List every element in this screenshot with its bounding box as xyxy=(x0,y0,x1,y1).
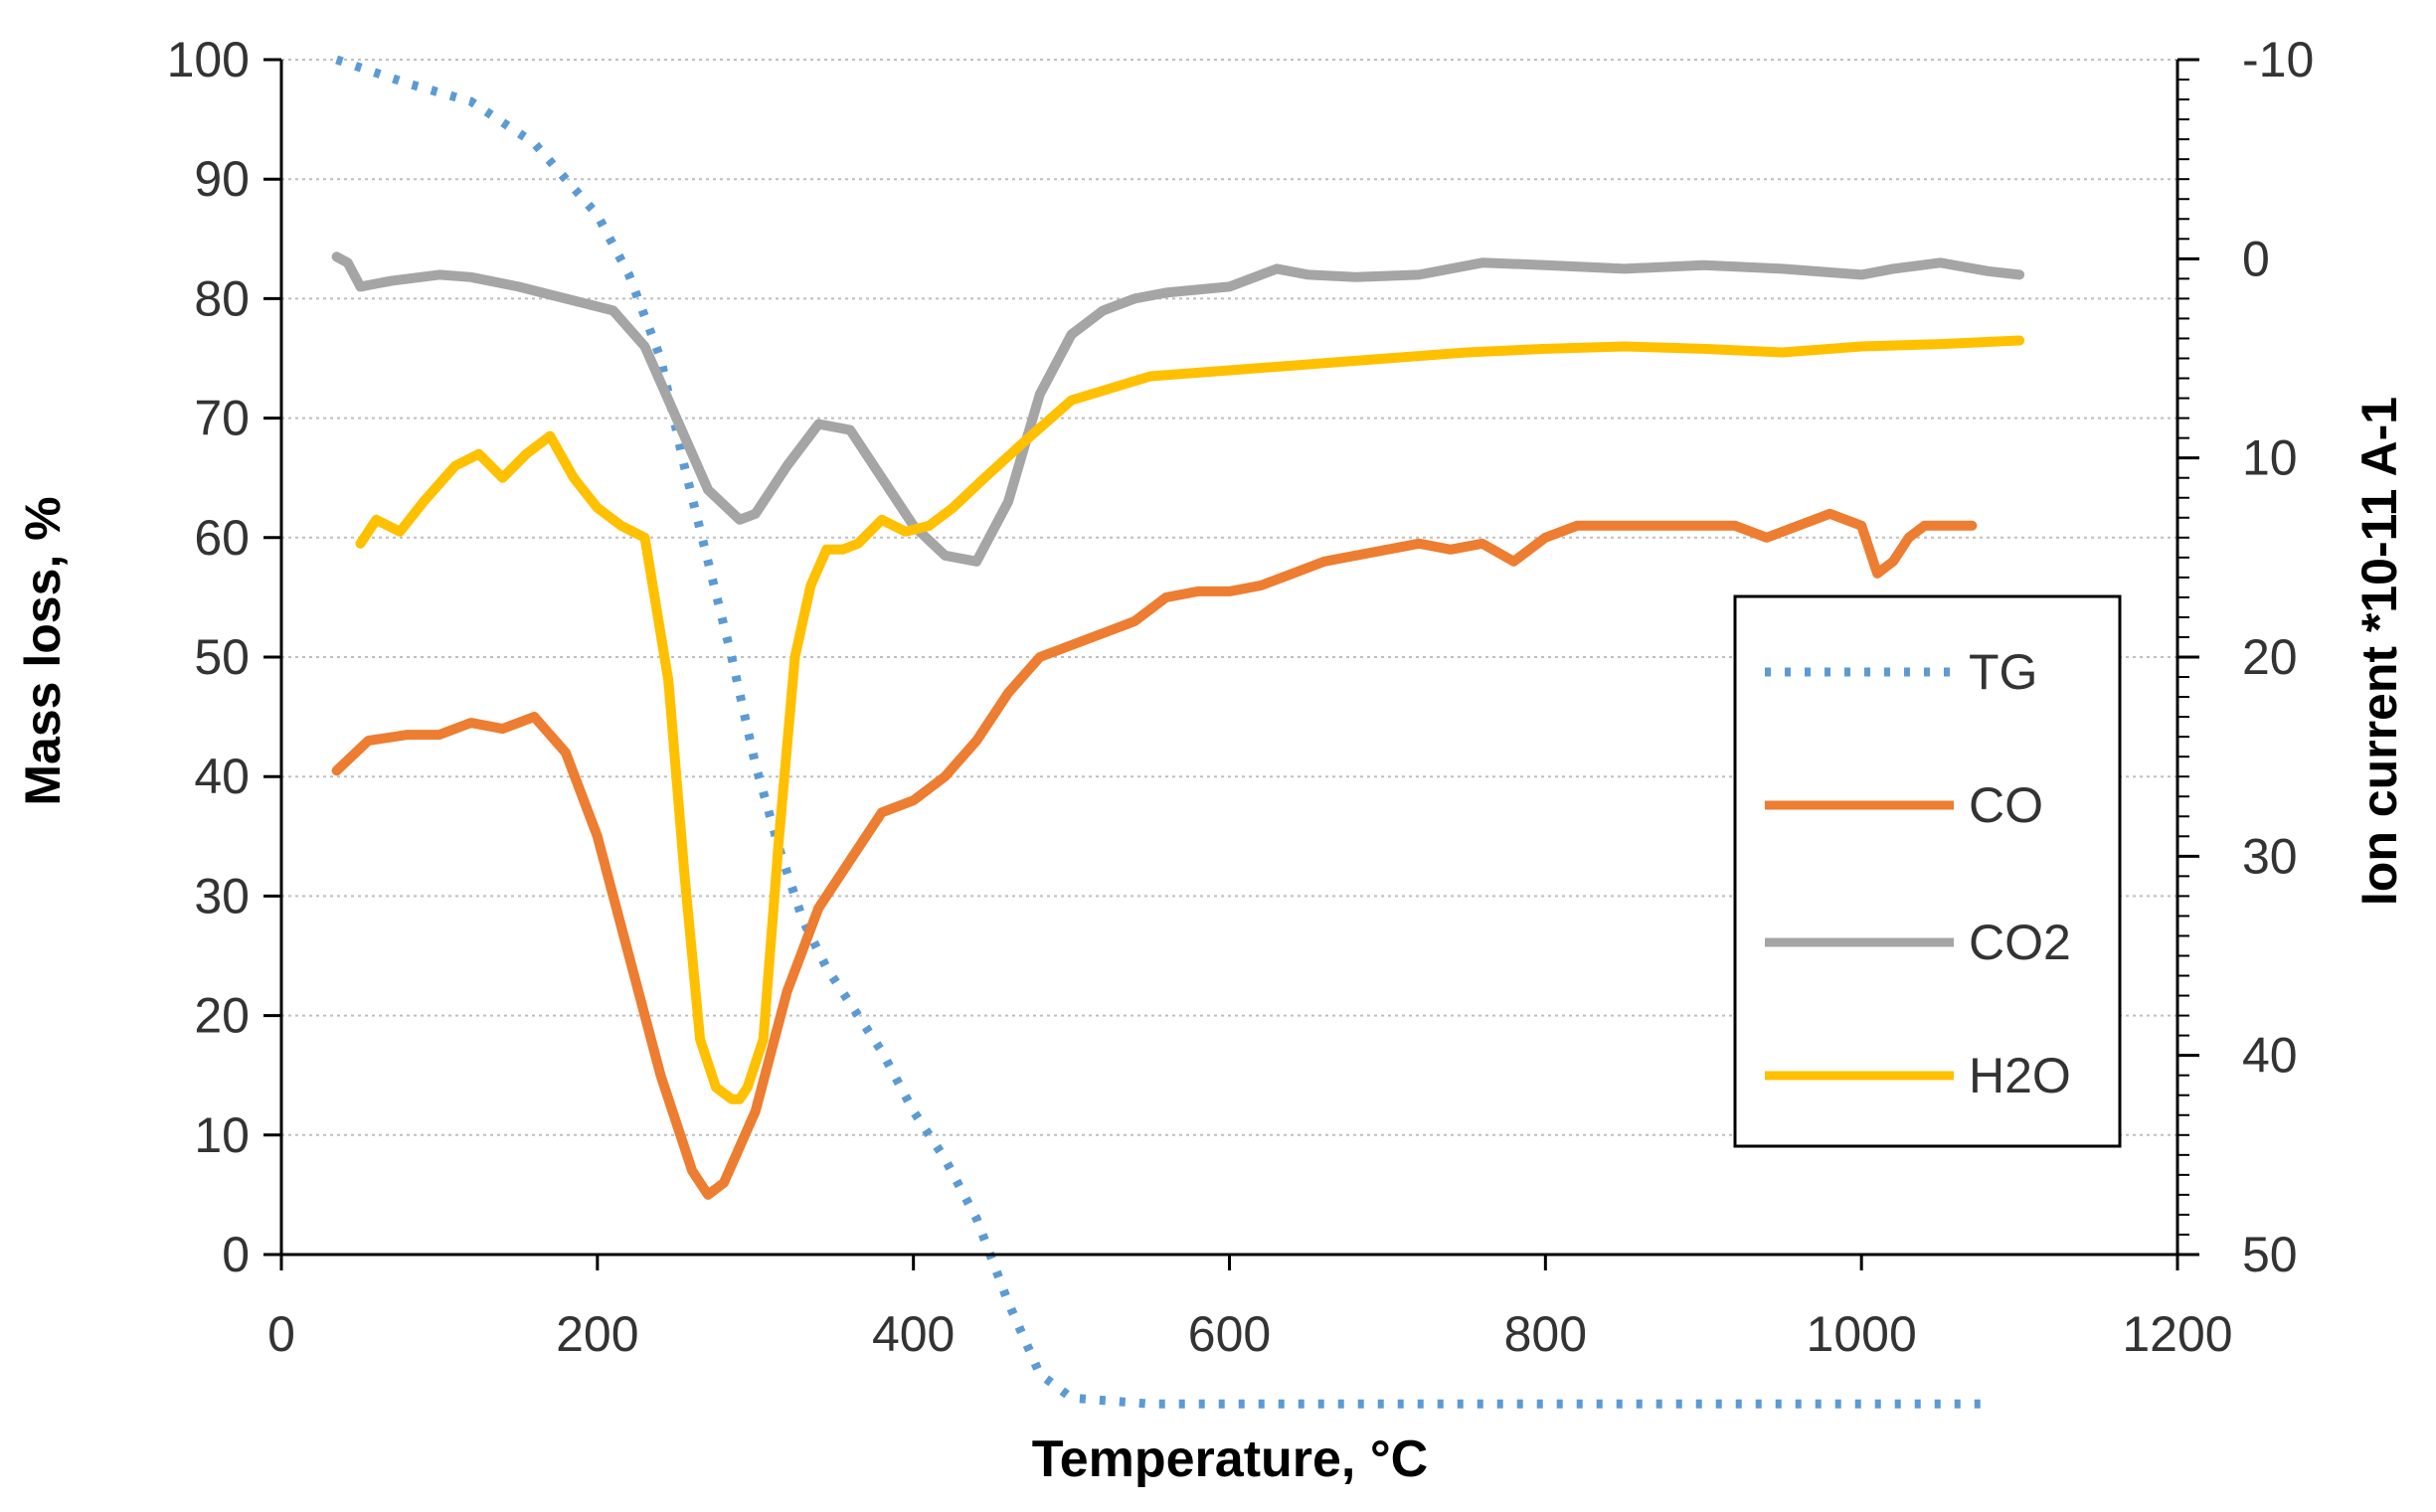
x-tick-label-4: 800 xyxy=(1504,1306,1587,1362)
legend: TG CO CO2 H2O xyxy=(1733,594,2122,1148)
y-tick-label-10: 100 xyxy=(167,32,250,87)
y2-tick-label-1: 0 xyxy=(2242,231,2270,286)
x-tick-label-2: 400 xyxy=(872,1306,955,1362)
legend-box xyxy=(1733,594,2122,1148)
x-tick-label-6: 1200 xyxy=(2122,1306,2232,1362)
legend-item-h2o: H2O xyxy=(1765,1048,2071,1103)
series-line-co2 xyxy=(331,252,2025,567)
y2-tick-label-3: 20 xyxy=(2242,629,2298,685)
legend-item-tg: TG xyxy=(1765,644,2037,700)
legend-label-co: CO xyxy=(1969,777,2043,833)
y2-tick-label-5: 40 xyxy=(2242,1028,2298,1084)
y2-tick-label-0: -10 xyxy=(2242,32,2314,87)
y-tick-label-0: 0 xyxy=(222,1227,250,1282)
legend-label-tg: TG xyxy=(1969,644,2037,700)
y-tick-label-1: 10 xyxy=(194,1107,250,1163)
y-tick-label-4: 40 xyxy=(194,749,250,804)
series-line-h2o xyxy=(355,335,2025,1104)
y-tick-label-5: 50 xyxy=(194,629,250,685)
y2-tick-label-4: 30 xyxy=(2242,828,2298,884)
y-axis-label: Mass loss, % xyxy=(15,496,71,805)
y-tick-label-2: 20 xyxy=(194,988,250,1044)
legend-label-h2o: H2O xyxy=(1969,1048,2071,1103)
y-tick-label-9: 90 xyxy=(194,151,250,207)
x-tick-label-5: 1000 xyxy=(1807,1306,1917,1362)
x-tick-label-1: 200 xyxy=(556,1306,638,1362)
y2-tick-label-6: 50 xyxy=(2242,1227,2298,1282)
series-line-co xyxy=(331,508,1978,1200)
x-axis-label: Temperature, °C xyxy=(1032,1430,1428,1488)
legend-label-co2: CO2 xyxy=(1969,915,2071,970)
y2-axis-label: Ion current *10-11 A-1 xyxy=(2351,397,2407,906)
series-line-tg xyxy=(335,55,1989,1409)
y-tick-label-7: 70 xyxy=(194,391,250,446)
x-tick-label-3: 600 xyxy=(1188,1306,1271,1362)
legend-item-co: CO xyxy=(1765,777,2043,833)
y-tick-label-6: 60 xyxy=(194,510,250,566)
y2-tick-label-2: 10 xyxy=(2242,430,2298,486)
x-tick-label-0: 0 xyxy=(267,1306,295,1362)
y-tick-label-3: 30 xyxy=(194,868,250,924)
legend-item-co2: CO2 xyxy=(1765,915,2071,970)
y-tick-label-8: 80 xyxy=(194,270,250,326)
